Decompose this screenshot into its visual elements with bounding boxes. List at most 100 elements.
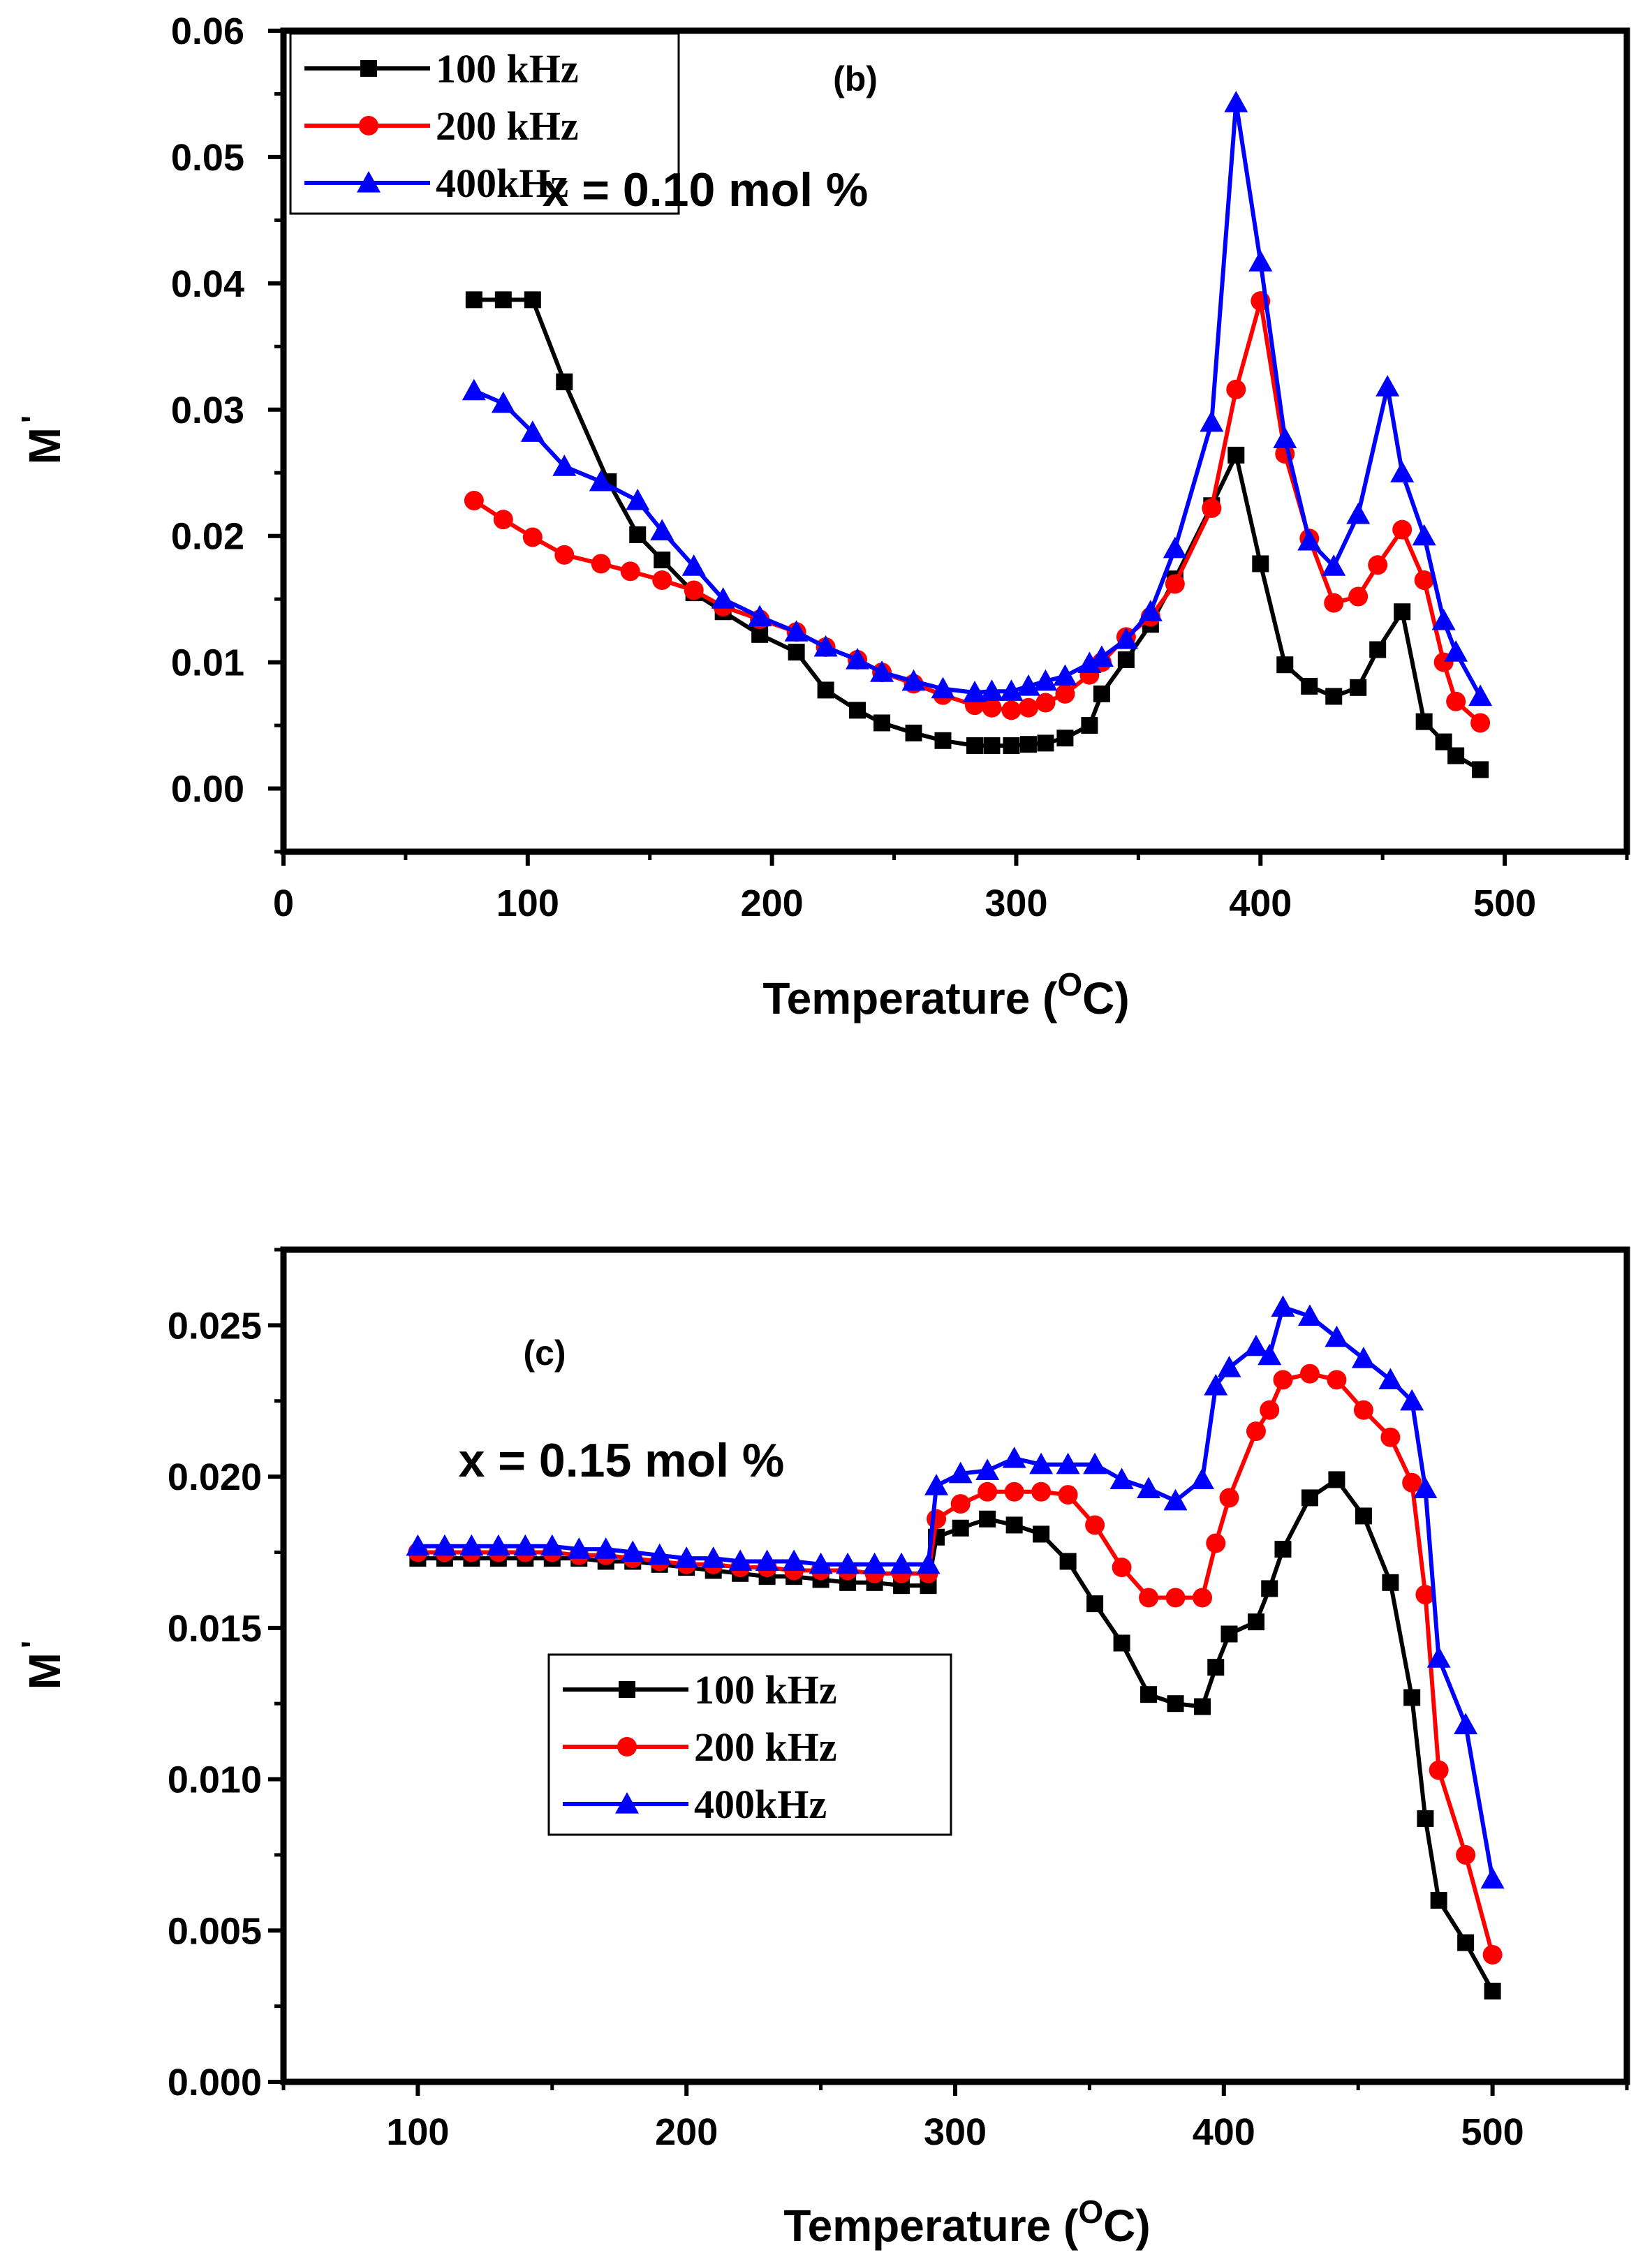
data-point (782, 1549, 806, 1572)
x-tick-label: 500 (1473, 882, 1536, 924)
data-point (554, 545, 575, 565)
data-point (1350, 679, 1367, 696)
data-point (916, 1552, 941, 1574)
data-point (1219, 1488, 1239, 1508)
series-400khz (406, 1295, 1505, 1889)
data-point (1226, 379, 1246, 399)
y-tick-label: 0.03 (171, 390, 244, 431)
data-point (1165, 1588, 1186, 1608)
data-point (728, 1549, 753, 1572)
legend-marker (359, 116, 378, 135)
data-point (1400, 1389, 1424, 1411)
y-axis-title-main: M (20, 1653, 70, 1690)
data-point (654, 552, 671, 569)
data-point (1089, 645, 1114, 667)
data-point (1380, 1427, 1401, 1447)
legend-item: 400kHz (563, 1782, 827, 1827)
data-point (1382, 1574, 1399, 1591)
data-point (1413, 1477, 1438, 1499)
legend-item: 200 kHz (304, 103, 579, 149)
data-point (1484, 1982, 1501, 1999)
x-tick-label: 300 (984, 882, 1047, 924)
data-point (1113, 1634, 1130, 1652)
data-point (1325, 1325, 1349, 1347)
data-point (494, 291, 512, 309)
x-axis-title: Temperature (OC) (783, 2194, 1150, 2251)
data-point (1244, 1334, 1268, 1356)
data-point (432, 1534, 457, 1556)
legend-marker (617, 1737, 637, 1757)
y-tick-label: 0.02 (171, 516, 244, 558)
data-point (1351, 1347, 1376, 1368)
data-point (1083, 1452, 1107, 1474)
data-point (836, 1552, 860, 1574)
data-point (1081, 717, 1098, 734)
x-axis-title-superscript: O (1057, 966, 1082, 1003)
x-axis-title: Temperature (OC) (762, 966, 1129, 1023)
y-tick-label: 0.01 (171, 642, 244, 684)
data-point (952, 1519, 969, 1537)
data-point (1246, 1421, 1266, 1442)
data-point (1390, 461, 1415, 482)
data-point (924, 1474, 949, 1495)
data-point (1029, 1452, 1054, 1474)
data-point (1301, 1489, 1318, 1507)
data-point (1429, 1760, 1449, 1780)
data-point (1261, 1580, 1278, 1597)
data-point (1468, 684, 1493, 707)
data-point (1297, 1304, 1322, 1326)
x-axis-title-superscript: O (1078, 2194, 1103, 2230)
data-point (1447, 747, 1465, 764)
data-point (846, 647, 870, 670)
data-point (652, 570, 672, 591)
data-point (1297, 528, 1322, 551)
data-point (522, 527, 543, 547)
data-point (1206, 1533, 1226, 1553)
data-point (982, 697, 1002, 718)
x-tick-label: 400 (1229, 882, 1292, 924)
data-point (784, 620, 809, 642)
data-point (1392, 519, 1413, 540)
chart-panel-b: 0 100 200 300 400 500 0.00 0.01 0.02 0.03 0.04 0.05… (15, 10, 1630, 1023)
data-point (966, 737, 983, 755)
data-point (1327, 1370, 1347, 1390)
data-point (978, 1481, 998, 1502)
x-axis-title-end: C) (1103, 2201, 1151, 2251)
data-point (788, 644, 805, 661)
data-point (1472, 761, 1489, 778)
legend-marker (357, 171, 381, 193)
data-point (1085, 1515, 1105, 1535)
data-point (1202, 498, 1222, 518)
x-axis-title-end: C) (1082, 973, 1130, 1023)
data-point (1394, 603, 1411, 621)
data-point (620, 561, 640, 582)
data-point (1301, 677, 1318, 695)
data-point (1190, 1467, 1215, 1490)
data-point (1003, 737, 1020, 755)
data-point (681, 554, 706, 576)
data-point (927, 1509, 947, 1529)
data-point (1037, 734, 1054, 752)
y-tick-label: 0.020 (168, 1456, 262, 1498)
data-point (1077, 651, 1102, 674)
data-point (1430, 1891, 1447, 1909)
data-point (1033, 1525, 1050, 1543)
data-point (1273, 427, 1297, 448)
composition-annotation: x = 0.15 mol % (459, 1434, 785, 1487)
y-tick-label: 0.025 (168, 1305, 262, 1347)
y-tick-label: 0.000 (168, 2062, 262, 2104)
data-point (1403, 1689, 1421, 1706)
data-point (1086, 1595, 1104, 1613)
x-axis-title-main: Temperature ( (762, 973, 1058, 1023)
data-point (1227, 446, 1245, 464)
data-point (1426, 1646, 1451, 1668)
x-tick-label: 500 (1461, 2111, 1524, 2153)
data-point (591, 554, 611, 574)
data-point (629, 526, 647, 543)
data-point (1414, 570, 1434, 591)
data-point (621, 1540, 645, 1562)
x-tick-label: 400 (1193, 2111, 1255, 2153)
legend-item: 100 kHz (304, 46, 579, 91)
